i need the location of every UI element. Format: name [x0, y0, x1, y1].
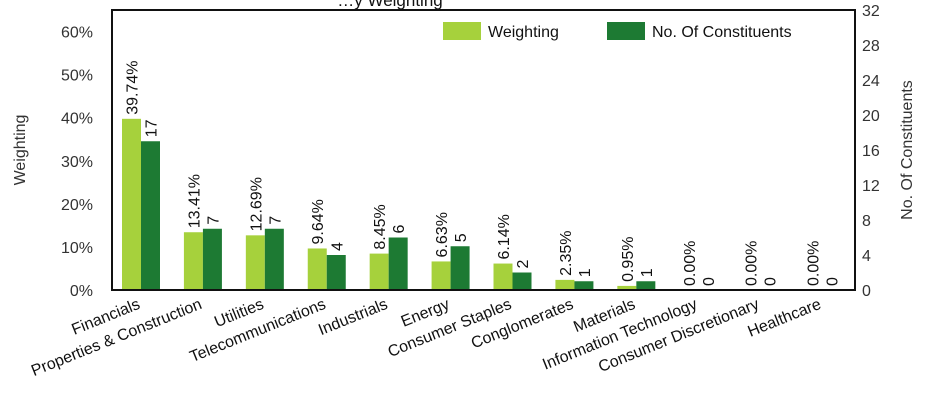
constituents-data-label: 0 — [701, 277, 718, 286]
weighting-data-label: 0.95% — [620, 237, 637, 282]
weighting-bar — [617, 285, 637, 290]
weighting-bar — [307, 248, 327, 290]
left-tick-label: 10% — [61, 240, 93, 257]
legend-swatch — [443, 22, 481, 40]
left-tick-label: 0% — [70, 283, 93, 300]
right-tick-label: 0 — [862, 283, 871, 300]
weighting-bar — [555, 279, 575, 290]
constituents-data-label: 0 — [763, 277, 780, 286]
constituents-bar — [450, 246, 470, 290]
legend-label: Weighting — [488, 24, 559, 41]
legend: Weighting No. Of Constituents — [443, 22, 792, 41]
constituents-bar — [264, 228, 284, 290]
left-tick-label: 50% — [61, 68, 93, 85]
constituents-data-label: 5 — [453, 233, 470, 242]
right-tick-label: 24 — [862, 73, 880, 90]
weighting-bar — [122, 118, 141, 290]
legend-label: No. Of Constituents — [652, 24, 792, 41]
weighting-data-label: 6.63% — [434, 212, 451, 257]
weighting-bar — [431, 261, 451, 290]
weighting-data-label: 13.41% — [186, 174, 203, 228]
weighting-bar — [183, 232, 203, 290]
right-tick-label: 12 — [862, 178, 880, 195]
constituents-data-label: 2 — [515, 260, 532, 269]
constituents-data-label: 7 — [267, 216, 284, 225]
right-axis-ticks: 0 4 8 12 16 20 24 28 32 — [862, 3, 880, 300]
right-tick-label: 20 — [862, 108, 880, 125]
right-tick-label: 8 — [862, 213, 871, 230]
weighting-data-label: 12.69% — [248, 177, 265, 231]
constituents-bar — [141, 141, 160, 290]
right-tick-label: 16 — [862, 143, 880, 160]
weighting-data-label: 0.00% — [744, 241, 761, 286]
plot-frame — [111, 9, 856, 291]
constituents-data-label: 4 — [329, 242, 346, 251]
left-axis-title: Weighting — [12, 115, 29, 186]
left-tick-label: 20% — [61, 197, 93, 214]
right-tick-label: 28 — [862, 38, 880, 55]
weighting-data-label: 2.35% — [558, 231, 575, 276]
constituents-data-label: 17 — [144, 119, 161, 137]
right-tick-label: 4 — [862, 248, 871, 265]
constituents-data-label: 1 — [639, 268, 656, 277]
right-tick-label: 32 — [862, 3, 880, 20]
weighting-data-label: 0.00% — [806, 241, 823, 286]
weighting-data-label: 39.74% — [125, 61, 142, 115]
constituents-bar — [326, 255, 346, 290]
left-tick-label: 30% — [61, 154, 93, 171]
chart-title: …y Weighting — [337, 0, 443, 10]
weighting-bar — [369, 253, 389, 290]
constituents-data-label: 7 — [205, 216, 222, 225]
constituents-bar — [636, 281, 656, 290]
left-tick-label: 60% — [61, 25, 93, 42]
weighting-bar — [493, 263, 513, 290]
weighting-data-label: 6.14% — [496, 214, 513, 259]
constituents-bar — [512, 272, 532, 290]
bars — [122, 118, 656, 290]
legend-swatch — [607, 22, 645, 40]
constituents-data-label: 1 — [577, 268, 594, 277]
weighting-data-label: 8.45% — [372, 204, 389, 249]
weighting-bar — [245, 235, 265, 290]
constituents-data-label: 6 — [391, 225, 408, 234]
category-label: Industrials — [316, 296, 390, 339]
right-axis-title: No. Of Constituents — [899, 80, 916, 220]
left-axis-ticks: 0% 10% 20% 30% 40% 50% 60% — [61, 25, 93, 300]
weighting-data-label: 9.64% — [310, 199, 327, 244]
left-tick-label: 40% — [61, 111, 93, 128]
weighting-data-label: 0.00% — [682, 241, 699, 286]
constituents-data-label: 0 — [825, 277, 842, 286]
constituents-bar — [202, 228, 222, 290]
constituents-bar — [574, 281, 594, 290]
constituents-bar — [388, 237, 408, 290]
